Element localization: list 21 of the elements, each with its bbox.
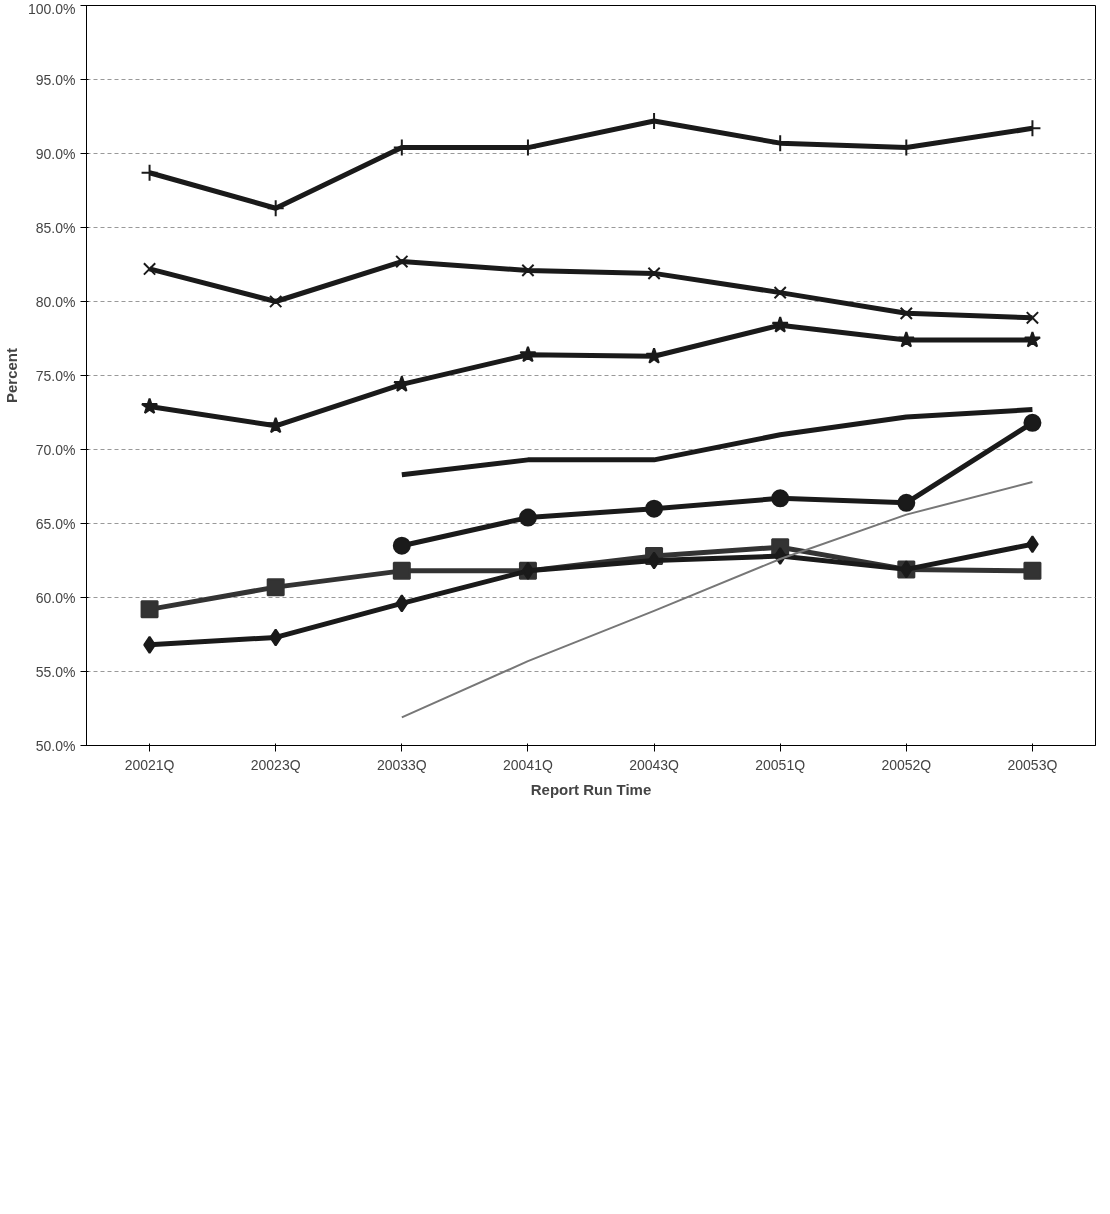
y-tick-label: 55.0%	[35, 663, 76, 680]
y-tick-label: 60.0%	[35, 589, 76, 606]
y-tick-label: 95.0%	[35, 71, 76, 88]
y-tick-label: 90.0%	[35, 145, 76, 162]
y-tick-label: 65.0%	[35, 515, 76, 532]
x-tick-label: 20033Q	[376, 756, 427, 773]
x-tick-label: 20051Q	[755, 756, 806, 773]
x-tick-label: 20053Q	[1007, 756, 1058, 773]
y-tick-label: 100.0%	[28, 0, 76, 17]
x-tick-label: 20023Q	[250, 756, 301, 773]
y-tick-label: 85.0%	[35, 219, 76, 236]
y-tick-label: 50.0%	[35, 737, 76, 754]
x-tick-label: 20021Q	[124, 756, 175, 773]
x-tick-label: 20043Q	[629, 756, 680, 773]
y-axis-title: Percent	[3, 347, 21, 404]
y-tick-label: 80.0%	[35, 293, 76, 310]
x-axis-title: Report Run Time	[530, 780, 652, 798]
y-tick-label: 75.0%	[35, 367, 76, 384]
y-tick-label: 70.0%	[35, 441, 76, 458]
x-tick-label: 20041Q	[503, 756, 553, 773]
x-tick-label: 20052Q	[881, 756, 932, 773]
